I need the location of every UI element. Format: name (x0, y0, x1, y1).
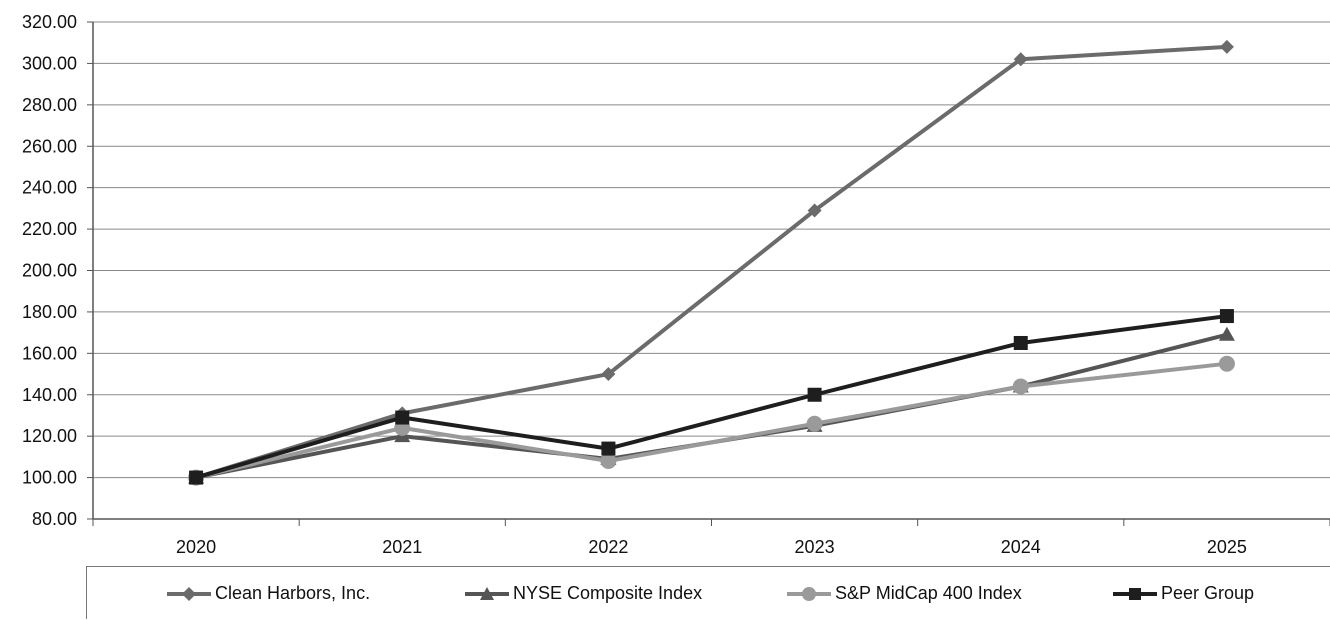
data-point (1013, 52, 1028, 67)
y-tick-label: 120.00 (22, 426, 77, 446)
series-line (195, 332, 1228, 480)
data-point (807, 387, 822, 402)
y-tick-label: 300.00 (22, 53, 77, 73)
x-tick-label: 2023 (795, 537, 835, 557)
y-tick-label: 160.00 (22, 343, 77, 363)
legend-label: Clean Harbors, Inc. (215, 583, 371, 603)
series-line (195, 361, 1228, 480)
series-triangle (188, 326, 1235, 484)
x-tick-label: 2020 (176, 537, 216, 557)
y-tick-label: 140.00 (22, 385, 77, 405)
data-point (1218, 326, 1235, 341)
x-tick-label: 2022 (588, 537, 628, 557)
y-tick-label: 240.00 (22, 178, 77, 198)
legend: Clean Harbors, Inc. NYSE Composite Index… (86, 566, 1330, 619)
x-tick-label: 2024 (1001, 537, 1041, 557)
data-point (601, 441, 616, 456)
y-tick-label: 320.00 (22, 12, 77, 32)
y-tick-label: 220.00 (22, 219, 77, 239)
legend-label: S&P MidCap 400 Index (835, 583, 1022, 603)
legend-swatch-triangle (465, 586, 509, 600)
series-lines (188, 39, 1235, 486)
legend-swatch-circle (787, 586, 831, 601)
series-line (195, 314, 1228, 480)
y-tick-label: 80.00 (32, 509, 77, 529)
data-point (807, 203, 822, 218)
grid-lines (87, 21, 1330, 526)
legend-item-nyse: NYSE Composite Index (465, 567, 702, 620)
series-line (195, 44, 1228, 480)
data-point (1013, 335, 1028, 350)
data-point (1219, 309, 1234, 324)
data-point (1012, 378, 1029, 395)
legend-item-peer-group: Peer Group (1113, 567, 1254, 620)
y-axis-ticks: 80.00 100.00 120.00 140.00 160.00 180.00 200.0… (22, 12, 77, 529)
data-point (189, 470, 204, 485)
legend-item-clean-harbors: Clean Harbors, Inc. (167, 567, 370, 620)
y-tick-label: 100.00 (22, 468, 77, 488)
legend-item-sp-midcap: S&P MidCap 400 Index (787, 567, 1022, 620)
data-point (806, 415, 823, 432)
data-point (395, 410, 410, 425)
x-tick-label: 2025 (1207, 537, 1247, 557)
series-diamond (189, 39, 1234, 485)
y-tick-label: 260.00 (22, 136, 77, 156)
legend-label: Peer Group (1161, 583, 1255, 603)
y-tick-label: 200.00 (22, 261, 77, 281)
legend-swatch-square (1113, 587, 1157, 600)
series-square (189, 309, 1234, 485)
y-tick-label: 180.00 (22, 302, 77, 322)
data-point (600, 453, 617, 470)
data-point (1218, 355, 1235, 372)
x-tick-label: 2021 (382, 537, 422, 557)
y-tick-label: 280.00 (22, 95, 77, 115)
legend-swatch-diamond (167, 586, 211, 601)
x-axis-ticks: 2020 2021 2022 2023 2024 2025 (176, 537, 1247, 557)
line-chart: 80.00 100.00 120.00 140.00 160.00 180.00 200.0… (22, 12, 1330, 557)
legend-label: NYSE Composite Index (513, 583, 703, 603)
data-point (601, 367, 616, 382)
data-point (1219, 39, 1234, 54)
